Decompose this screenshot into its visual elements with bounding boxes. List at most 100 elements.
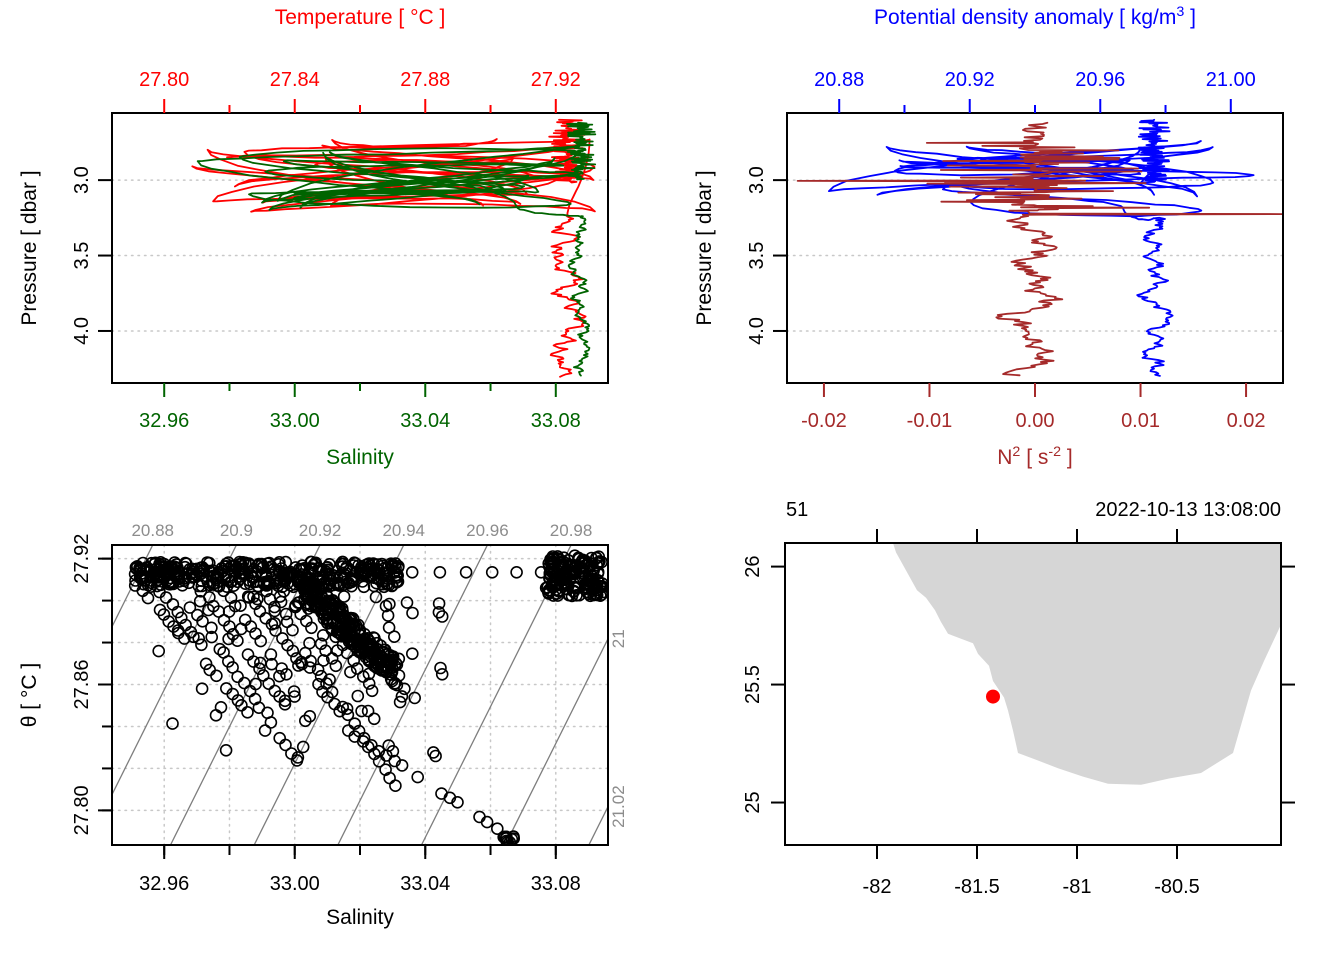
theta-tick-label: 27.80 xyxy=(71,785,93,835)
ts-point xyxy=(129,574,142,587)
ts-point xyxy=(330,606,344,619)
ts-point xyxy=(590,551,603,565)
ts-point xyxy=(332,608,346,621)
ts-point xyxy=(319,597,333,610)
ts-point xyxy=(388,659,402,673)
ts-point xyxy=(183,601,197,614)
ts-point xyxy=(362,667,376,681)
isopycnal-line xyxy=(420,545,572,845)
ts-point xyxy=(303,661,317,674)
ts-point xyxy=(186,562,199,576)
panel-density-n2: 20.88 20.92 20.96 21.00 -0.02 -0.01 0.00 0.01 0.… xyxy=(746,69,1284,432)
ts-point xyxy=(365,684,379,698)
ts-point xyxy=(411,770,425,784)
ts-point xyxy=(260,584,273,598)
salinity-axis-title-ts-text: Salinity xyxy=(326,906,394,929)
pressure-axis-title-left-panel: Pressure [ dbar ] xyxy=(18,98,46,398)
ts-point xyxy=(337,578,351,592)
panel-ts-diagram: 32.96 33.00 33.04 33.08 27.80 27.86 27.92 20.88… xyxy=(71,521,628,895)
longitude-tick-label: -82 xyxy=(863,876,892,898)
pressure-axis-title-text: Pressure [ dbar ] xyxy=(18,170,41,326)
land-polygon xyxy=(893,543,1281,785)
ts-point xyxy=(451,795,464,809)
ts-point xyxy=(149,556,162,570)
top-axis-tick-label: 27.92 xyxy=(531,69,581,91)
ts-point xyxy=(329,630,343,644)
ts-point xyxy=(264,648,278,661)
ts-point xyxy=(367,712,381,726)
ts-point xyxy=(392,652,406,666)
panel-temperature-salinity-data xyxy=(191,118,597,378)
ts-point xyxy=(432,597,446,610)
isopycnal-line xyxy=(112,545,154,627)
ts-point xyxy=(255,558,268,572)
ts-point xyxy=(265,568,279,582)
ts-point xyxy=(372,564,386,577)
ts-point xyxy=(576,553,590,567)
pressure-tick-label: 3.5 xyxy=(71,242,93,270)
ts-point xyxy=(429,749,442,763)
ts-point xyxy=(231,670,244,684)
ts-point xyxy=(193,594,207,608)
ts-point xyxy=(239,556,252,570)
theta-axis-title-text: θ [ °C ] xyxy=(18,662,41,728)
n2-title-p2: [ s xyxy=(1020,446,1049,469)
ts-point xyxy=(435,610,449,623)
ts-point xyxy=(305,621,318,635)
ts-point xyxy=(192,632,205,645)
theta-tick-label: 27.92 xyxy=(71,534,93,584)
pressure-axis-title-text-2: Pressure [ dbar ] xyxy=(693,170,716,326)
ts-point xyxy=(311,663,325,677)
latitude-tick-label: 25.5 xyxy=(742,665,764,704)
ts-point xyxy=(263,577,276,590)
ts-point xyxy=(207,576,221,590)
ts-point xyxy=(280,667,293,681)
ts-point xyxy=(362,677,376,690)
isopycnal-top-label: 20.9 xyxy=(220,521,253,540)
ts-point xyxy=(323,673,336,686)
ts-point xyxy=(400,596,414,609)
bottom-axis-tick-label: 33.04 xyxy=(400,410,450,432)
isopycnal-line xyxy=(504,638,608,845)
ts-point xyxy=(286,623,299,637)
ts-point xyxy=(558,556,572,570)
bottom-axis-tick-label: 32.96 xyxy=(139,410,189,432)
isopycnal-top-label: 20.88 xyxy=(131,521,174,540)
ts-point xyxy=(320,677,333,690)
ts-point xyxy=(334,557,348,571)
ts-point xyxy=(268,575,282,588)
ts-point xyxy=(361,704,375,718)
density-axis-title-sup: 3 xyxy=(1176,4,1185,20)
density-axis-title-text: Potential density anomaly [ kg/m xyxy=(874,6,1177,29)
ts-point xyxy=(374,650,388,664)
ts-point xyxy=(152,644,165,658)
ts-point xyxy=(144,569,157,583)
ts-data xyxy=(112,545,608,845)
isopycnal-top-label: 20.92 xyxy=(299,521,342,540)
ts-point xyxy=(433,565,447,579)
ts-point xyxy=(265,657,279,671)
latitude-tick-label: 25 xyxy=(742,791,764,813)
ts-point xyxy=(382,739,396,752)
ts-point xyxy=(303,709,317,723)
ts-point xyxy=(379,599,393,613)
ts-point xyxy=(485,565,499,579)
isopycnal-right-label: 21 xyxy=(609,629,628,648)
ts-point xyxy=(234,622,248,636)
isopycnal-top-label: 20.98 xyxy=(550,521,593,540)
ts-point xyxy=(233,572,247,586)
ts-point xyxy=(350,565,364,579)
n2-profile-line xyxy=(796,121,1283,377)
ts-point xyxy=(141,591,155,605)
ts-point xyxy=(241,648,255,661)
ts-point xyxy=(234,599,247,613)
ts-point xyxy=(247,590,260,604)
ts-point xyxy=(546,557,560,570)
ts-point xyxy=(175,611,188,625)
ts-point xyxy=(578,578,592,591)
ts-point xyxy=(550,587,564,600)
ts-point xyxy=(291,751,305,764)
ts-point xyxy=(273,669,286,683)
ts-point xyxy=(202,603,215,617)
